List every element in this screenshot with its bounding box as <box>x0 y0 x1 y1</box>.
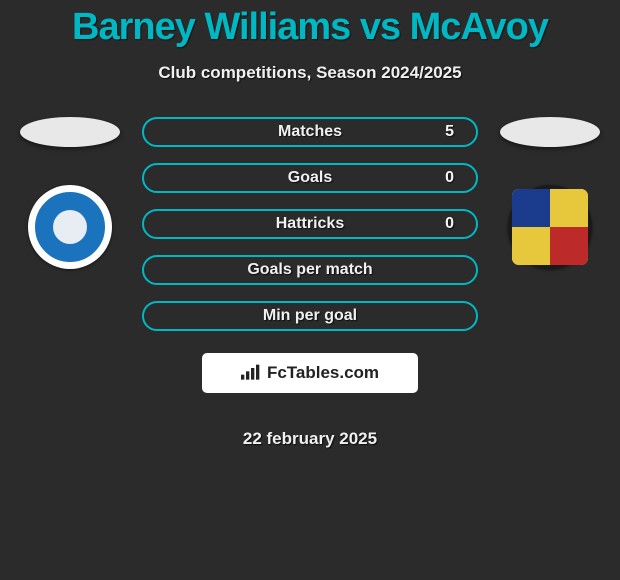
logo-text: FcTables.com <box>267 363 379 383</box>
stat-value: 5 <box>445 123 454 141</box>
fctables-logo[interactable]: FcTables.com <box>202 353 418 393</box>
player-left-ellipse <box>20 117 120 147</box>
stat-label: Hattricks <box>276 215 344 233</box>
comparison-row: Matches 5 Goals 0 Hattricks 0 Goals per … <box>10 117 610 449</box>
club-crest-right <box>512 189 588 265</box>
stat-row-goals-per-match: Goals per match <box>142 255 478 285</box>
stat-label: Goals <box>288 169 332 187</box>
stats-column: Matches 5 Goals 0 Hattricks 0 Goals per … <box>140 117 480 449</box>
player-left <box>10 117 130 269</box>
club-crest-left <box>32 189 108 265</box>
club-badge-left <box>28 185 112 269</box>
stat-row-hattricks: Hattricks 0 <box>142 209 478 239</box>
player-right-ellipse <box>500 117 600 147</box>
stat-label: Min per goal <box>263 307 357 325</box>
stat-value: 0 <box>445 169 454 187</box>
date-label: 22 february 2025 <box>243 429 377 449</box>
stat-row-matches: Matches 5 <box>142 117 478 147</box>
player-right <box>490 117 610 269</box>
stat-row-goals: Goals 0 <box>142 163 478 193</box>
stat-value: 0 <box>445 215 454 233</box>
stat-label: Goals per match <box>247 261 372 279</box>
subtitle: Club competitions, Season 2024/2025 <box>10 63 610 83</box>
club-badge-right <box>508 185 592 269</box>
stat-label: Matches <box>278 123 342 141</box>
stat-row-min-per-goal: Min per goal <box>142 301 478 331</box>
page-title: Barney Williams vs McAvoy <box>10 0 610 49</box>
bars-icon <box>241 364 261 382</box>
